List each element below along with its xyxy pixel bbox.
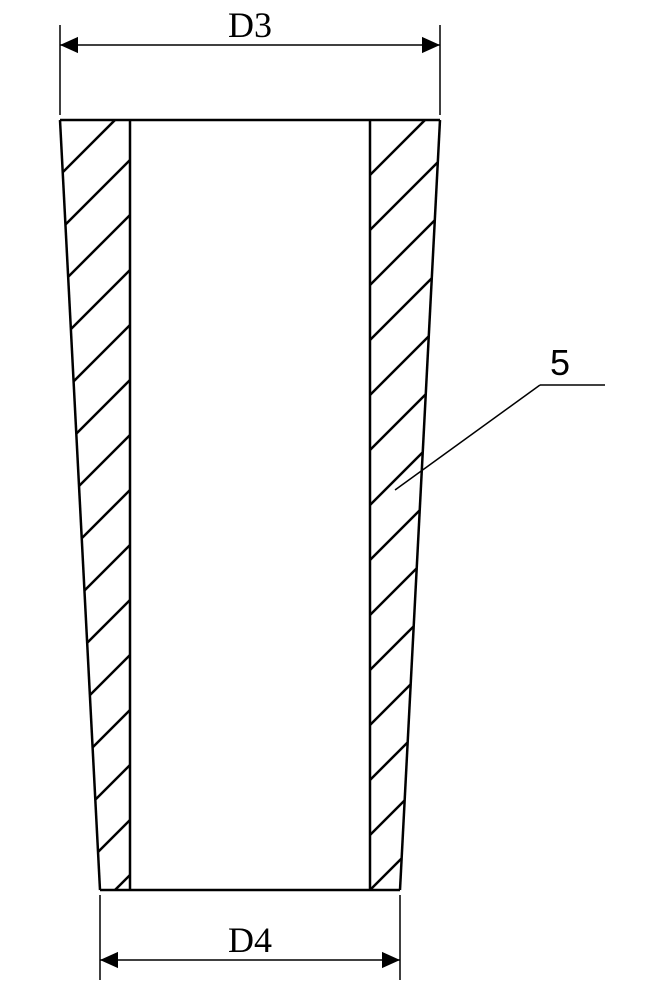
left-wall-hatch [0, 70, 650, 940]
section-outline [60, 120, 440, 890]
dimension-top-label: D3 [228, 5, 272, 45]
callout-label: 5 [550, 342, 570, 383]
diagram-container: D3 D4 5 [0, 0, 650, 1000]
dimension-bottom-label: D4 [228, 920, 272, 960]
right-wall-hatch [0, 70, 650, 940]
diagram-svg: D3 D4 5 [0, 0, 650, 1000]
